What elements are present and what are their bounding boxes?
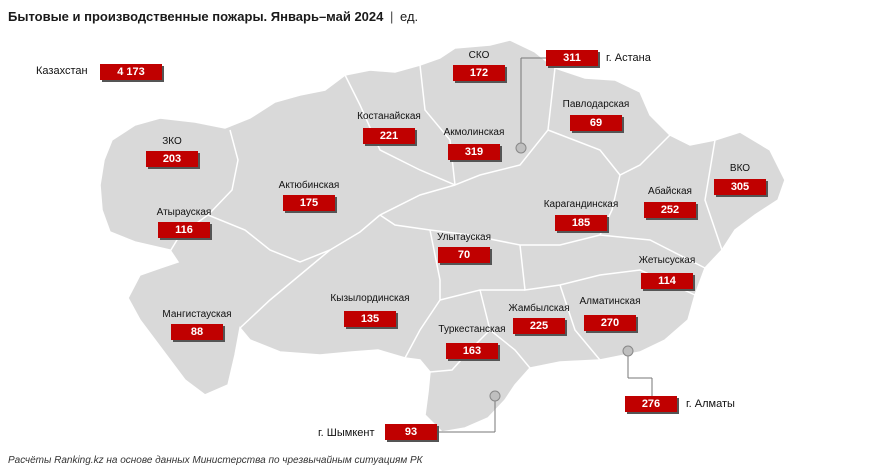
city-value-almaty: 276 [625, 396, 677, 412]
source-note: Расчёты Ranking.kz на основе данных Мини… [8, 455, 423, 466]
almaty-marker [622, 345, 634, 357]
title-unit: ед. [400, 9, 419, 24]
region-label-karaganda: Карагандинская [543, 199, 619, 210]
region-label-ulytau: Улытауская [436, 232, 492, 243]
region-value-ulytau: 70 [438, 247, 490, 263]
region-label-sko: СКО [468, 50, 490, 61]
region-value-turkestan: 163 [446, 343, 498, 359]
region-label-zhambyl: Жамбылская [508, 303, 570, 314]
country-shape [99, 39, 786, 433]
region-value-zko: 203 [146, 151, 198, 167]
region-value-zhambyl: 225 [513, 318, 565, 334]
astana-marker [515, 142, 527, 154]
city-value-astana: 311 [546, 50, 598, 66]
title-separator: | [390, 9, 394, 24]
region-value-vko: 305 [714, 179, 766, 195]
region-value-akmola: 319 [448, 144, 500, 160]
shymkent-marker [489, 390, 501, 402]
total-label: Казахстан [36, 65, 88, 77]
region-value-aktobe: 175 [283, 195, 335, 211]
region-value-sko: 172 [453, 65, 505, 81]
region-label-kyzylorda: Кызылординская [330, 293, 410, 304]
region-label-abay: Абайская [648, 186, 692, 197]
region-label-zko: ЗКО [162, 136, 182, 147]
city-value-shymkent: 93 [385, 424, 437, 440]
region-label-aktobe: Актюбинская [278, 180, 340, 191]
region-borders [159, 64, 723, 373]
region-label-zhetysu: Жетысуская [638, 255, 696, 266]
city-label-almaty: г. Алматы [686, 398, 735, 410]
region-label-kostanay: Костанайская [357, 111, 421, 122]
region-label-atyrau: Атырауская [156, 207, 212, 218]
total-value: 4 173 [100, 64, 162, 80]
region-value-kostanay: 221 [363, 128, 415, 144]
region-value-pavlodar: 69 [570, 115, 622, 131]
region-label-almaty-region: Алматинская [579, 296, 641, 307]
region-label-turkestan: Туркестанская [438, 324, 506, 335]
region-label-mangystau: Мангистауская [162, 309, 232, 320]
region-value-abay: 252 [644, 202, 696, 218]
region-value-atyrau: 116 [158, 222, 210, 238]
region-label-pavlodar: Павлодарская [562, 99, 630, 110]
region-value-mangystau: 88 [171, 324, 223, 340]
region-label-vko: ВКО [729, 163, 751, 174]
city-label-astana: г. Астана [606, 52, 651, 64]
city-label-shymkent: г. Шымкент [318, 427, 375, 439]
chart-title: Бытовые и производственные пожары. Январ… [8, 9, 418, 24]
title-main: Бытовые и производственные пожары. Январ… [8, 9, 384, 24]
region-value-zhetysu: 114 [641, 273, 693, 289]
region-value-karaganda: 185 [555, 215, 607, 231]
region-value-almaty-region: 270 [584, 315, 636, 331]
region-value-kyzylorda: 135 [344, 311, 396, 327]
region-label-akmola: Акмолинская [443, 127, 505, 138]
